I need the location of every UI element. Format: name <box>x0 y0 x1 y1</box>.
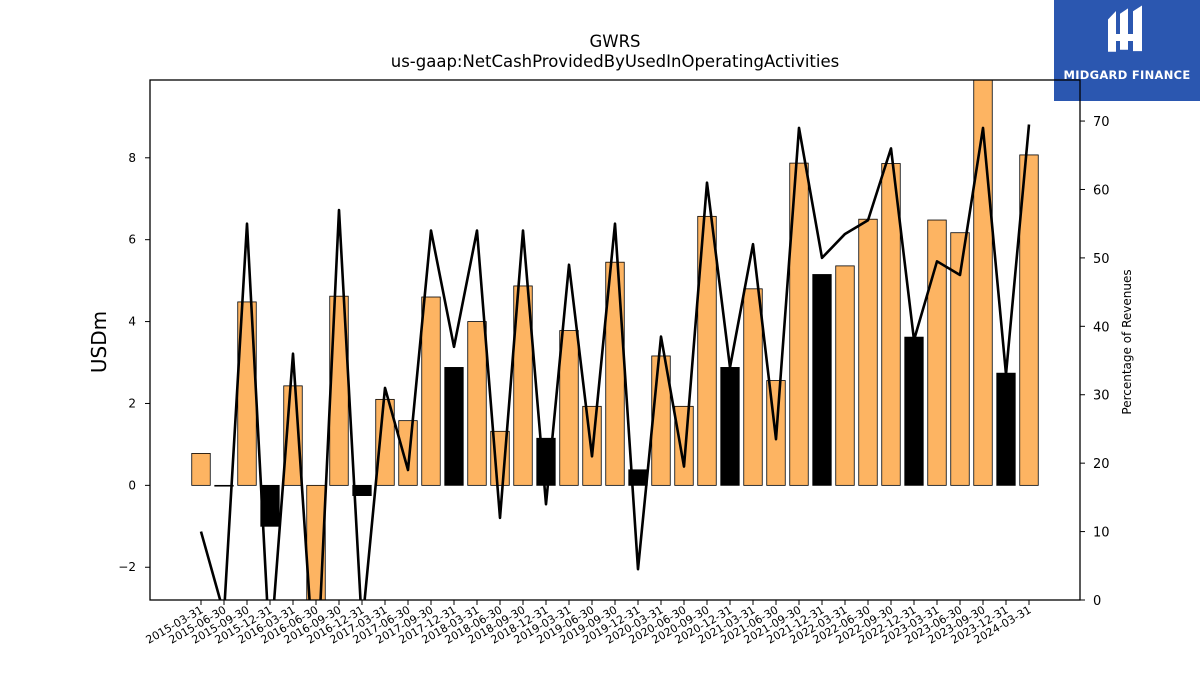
bar <box>927 219 947 486</box>
plot-area <box>191 80 1039 600</box>
bar <box>191 453 211 486</box>
y2-tick-label: 40 <box>1093 320 1110 335</box>
bar <box>559 330 579 486</box>
bar <box>1019 154 1039 486</box>
bar <box>421 296 441 486</box>
bar <box>444 367 464 486</box>
y2-tick-label: 50 <box>1093 252 1110 267</box>
chart-title: GWRS <box>589 32 641 51</box>
bar <box>697 215 717 486</box>
y2-tick-label: 10 <box>1093 526 1110 541</box>
bar <box>513 285 533 486</box>
bar <box>398 420 418 486</box>
series-line <box>199 124 1031 600</box>
chart-subtitle: us-gaap:NetCashProvidedByUsedInOperating… <box>390 52 840 71</box>
brand-name: MIDGARD FINANCE <box>1063 68 1191 82</box>
y-tick-label: 0 <box>128 478 136 492</box>
bar <box>674 405 694 486</box>
y-tick-label: 8 <box>128 151 136 165</box>
bar <box>812 274 832 486</box>
bar <box>743 288 763 486</box>
y2-tick-label: 20 <box>1093 457 1110 472</box>
bar <box>835 265 855 486</box>
y2-tick-label: 0 <box>1093 594 1101 609</box>
bar <box>904 336 924 486</box>
bar <box>789 162 809 486</box>
midgard-logo-icon <box>1108 5 1142 52</box>
y-tick-label: 4 <box>128 315 136 329</box>
bar <box>996 372 1016 486</box>
bar <box>950 232 970 486</box>
bar <box>720 367 740 486</box>
bar <box>260 484 280 527</box>
y-tick-label: −2 <box>118 560 136 574</box>
y-tick-label: 6 <box>128 233 136 247</box>
bar <box>858 218 878 486</box>
y2-tick-label: 70 <box>1093 115 1110 130</box>
y2-tick-label: 30 <box>1093 389 1110 404</box>
bar <box>214 484 234 487</box>
brand-logo: MIDGARD FINANCE <box>1054 0 1200 101</box>
y-tick-label: 2 <box>128 396 136 410</box>
bar <box>467 321 487 486</box>
y2-tick-label: 60 <box>1093 183 1110 198</box>
bar <box>881 163 901 486</box>
bar <box>352 484 372 496</box>
